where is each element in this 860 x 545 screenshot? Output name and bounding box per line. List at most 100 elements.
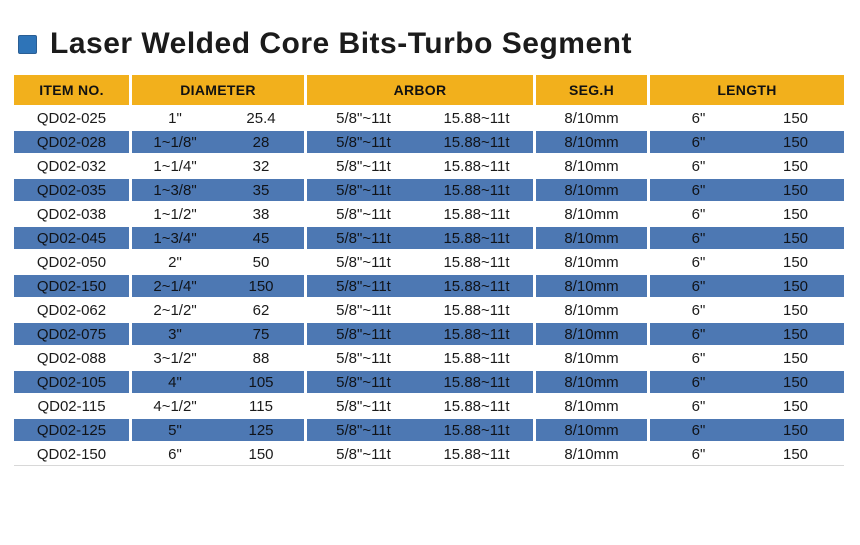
cell-diameter-mm: 125 xyxy=(218,419,304,441)
column-header-diameter: DIAMETER xyxy=(132,75,304,105)
cell-seg-height: 8/10mm xyxy=(564,301,619,319)
cell-seg-height: 8/10mm xyxy=(536,419,647,441)
table-row: QD02-032 1~1/4" 32 5/8"~11t 15.88~11t 8/… xyxy=(14,155,844,177)
cell-diameter-inch: 4" xyxy=(132,371,218,393)
cell-seg-height: 8/10mm xyxy=(564,253,619,271)
cell-length-mm: 150 xyxy=(782,445,809,463)
cell-diameter-mm: 150 xyxy=(218,275,304,297)
cell-diameter-mm: 88 xyxy=(252,349,270,367)
cell-diameter-inch: 2" xyxy=(168,253,182,271)
cell-length-inch: 6" xyxy=(650,323,747,345)
cell-length-mm: 150 xyxy=(747,131,844,153)
cell-item-no: QD02-125 xyxy=(14,419,129,441)
table-row: QD02-105 4" 105 5/8"~11t 15.88~11t 8/10m… xyxy=(14,371,844,393)
cell-length-inch: 6" xyxy=(650,179,747,201)
cell-seg-height: 8/10mm xyxy=(536,275,647,297)
cell-length-inch: 6" xyxy=(650,419,747,441)
cell-arbor-thread: 5/8"~11t xyxy=(336,253,391,271)
page-title-row: Laser Welded Core Bits-Turbo Segment xyxy=(18,27,846,60)
cell-arbor-thread: 5/8"~11t xyxy=(336,205,391,223)
cell-arbor-mm: 15.88~11t xyxy=(443,253,510,271)
cell-item-no: QD02-062 xyxy=(36,301,107,319)
cell-arbor-thread: 5/8"~11t xyxy=(336,445,391,463)
cell-arbor-thread: 5/8"~11t xyxy=(307,179,420,201)
cell-length-inch: 6" xyxy=(691,445,706,463)
cell-item-no: QD02-038 xyxy=(36,205,107,223)
cell-diameter-inch: 5" xyxy=(132,419,218,441)
cell-seg-height: 8/10mm xyxy=(564,349,619,367)
cell-item-no: QD02-050 xyxy=(36,253,107,271)
column-header-length: LENGTH xyxy=(650,75,844,105)
table-row: QD02-088 3~1/2" 88 5/8"~11t 15.88~11t 8/… xyxy=(14,347,844,369)
cell-length-inch: 6" xyxy=(691,397,706,415)
cell-arbor-thread: 5/8"~11t xyxy=(307,371,420,393)
cell-length-mm: 150 xyxy=(747,227,844,249)
cell-diameter-inch: 6" xyxy=(168,445,182,463)
cell-item-no: QD02-088 xyxy=(36,349,107,367)
cell-arbor-thread: 5/8"~11t xyxy=(307,227,420,249)
table-row: QD02-038 1~1/2" 38 5/8"~11t 15.88~11t 8/… xyxy=(14,203,844,225)
column-header-item-no: ITEM NO. xyxy=(14,75,129,105)
cell-length-inch: 6" xyxy=(691,301,706,319)
cell-length-mm: 150 xyxy=(782,301,809,319)
page-title: Laser Welded Core Bits-Turbo Segment xyxy=(50,27,632,60)
cell-length-mm: 150 xyxy=(782,109,809,127)
cell-diameter-mm: 32 xyxy=(252,157,270,175)
cell-item-no: QD02-075 xyxy=(14,323,129,345)
cell-item-no: QD02-045 xyxy=(14,227,129,249)
cell-seg-height: 8/10mm xyxy=(536,371,647,393)
cell-arbor-thread: 5/8"~11t xyxy=(336,349,391,367)
cell-length-inch: 6" xyxy=(650,275,747,297)
cell-length-mm: 150 xyxy=(747,371,844,393)
cell-arbor-mm: 15.88~11t xyxy=(443,109,510,127)
cell-diameter-inch: 2~1/4" xyxy=(132,275,218,297)
cell-diameter-inch: 1~1/4" xyxy=(153,157,197,175)
cell-diameter-mm: 150 xyxy=(248,445,274,463)
cell-arbor-mm: 15.88~11t xyxy=(443,349,510,367)
column-header-arbor: ARBOR xyxy=(307,75,533,105)
cell-diameter-mm: 75 xyxy=(218,323,304,345)
cell-arbor-mm: 15.88~11t xyxy=(420,179,533,201)
cell-diameter-mm: 62 xyxy=(252,301,270,319)
cell-seg-height: 8/10mm xyxy=(564,109,619,127)
cell-diameter-inch: 1~3/4" xyxy=(132,227,218,249)
cell-length-mm: 150 xyxy=(747,275,844,297)
cell-seg-height: 8/10mm xyxy=(536,131,647,153)
cell-item-no: QD02-028 xyxy=(14,131,129,153)
cell-diameter-inch: 1~1/2" xyxy=(153,205,197,223)
cell-diameter-inch: 1" xyxy=(168,109,182,127)
cell-item-no: QD02-035 xyxy=(14,179,129,201)
cell-diameter-mm: 115 xyxy=(249,397,273,415)
cell-length-mm: 150 xyxy=(747,419,844,441)
cell-length-mm: 150 xyxy=(747,179,844,201)
cell-arbor-thread: 5/8"~11t xyxy=(307,275,420,297)
cell-item-no: QD02-150 xyxy=(36,445,107,463)
table-row: QD02-075 3" 75 5/8"~11t 15.88~11t 8/10mm… xyxy=(14,323,844,345)
cell-item-no: QD02-105 xyxy=(14,371,129,393)
cell-length-inch: 6" xyxy=(650,227,747,249)
cell-diameter-mm: 105 xyxy=(218,371,304,393)
cell-arbor-mm: 15.88~11t xyxy=(420,131,533,153)
cell-item-no: QD02-150 xyxy=(14,275,129,297)
table-row: QD02-045 1~3/4" 45 5/8"~11t 15.88~11t 8/… xyxy=(14,227,844,249)
cell-length-mm: 150 xyxy=(782,253,809,271)
cell-arbor-mm: 15.88~11t xyxy=(443,205,510,223)
table-body: QD02-025 1" 25.4 5/8"~11t 15.88~11t 8/10… xyxy=(14,107,844,465)
cell-seg-height: 8/10mm xyxy=(564,445,619,463)
cell-item-no: QD02-025 xyxy=(36,109,107,127)
table-row: QD02-115 4~1/2" 115 5/8"~11t 15.88~11t 8… xyxy=(14,395,844,417)
cell-item-no: QD02-115 xyxy=(37,397,106,415)
table-row: QD02-028 1~1/8" 28 5/8"~11t 15.88~11t 8/… xyxy=(14,131,844,153)
cell-seg-height: 8/10mm xyxy=(564,157,619,175)
cell-arbor-thread: 5/8"~11t xyxy=(336,109,391,127)
cell-arbor-mm: 15.88~11t xyxy=(443,301,510,319)
cell-arbor-thread: 5/8"~11t xyxy=(307,131,420,153)
table-row: QD02-025 1" 25.4 5/8"~11t 15.88~11t 8/10… xyxy=(14,107,844,129)
cell-length-mm: 150 xyxy=(782,349,809,367)
cell-diameter-inch: 4~1/2" xyxy=(153,397,197,415)
cell-arbor-mm: 15.88~11t xyxy=(443,157,510,175)
cell-diameter-inch: 3~1/2" xyxy=(153,349,197,367)
column-header-seg-h: SEG.H xyxy=(536,75,647,105)
table-row: QD02-150 2~1/4" 150 5/8"~11t 15.88~11t 8… xyxy=(14,275,844,297)
cell-diameter-mm: 28 xyxy=(218,131,304,153)
